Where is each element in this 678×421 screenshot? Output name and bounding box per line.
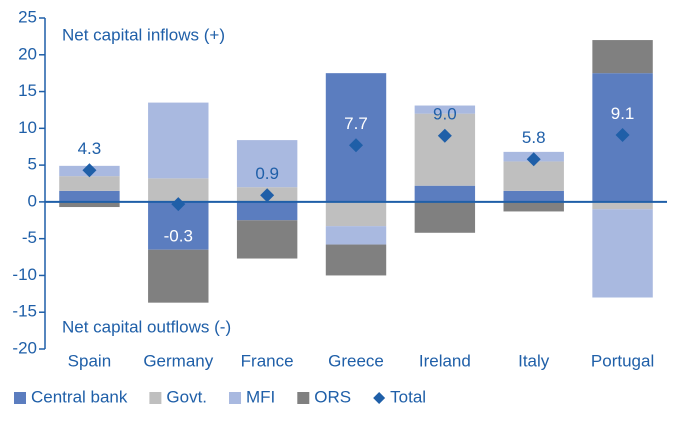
- total-marker: [82, 163, 97, 178]
- total-marker: [615, 127, 630, 142]
- legend-swatch: [14, 392, 26, 404]
- annotation: Net capital outflows (-): [62, 317, 231, 336]
- x-tick-label: Italy: [518, 351, 550, 370]
- y-tick-label: 15: [18, 81, 37, 100]
- bar-segment: [59, 190, 120, 202]
- legend-label: Central bank: [31, 387, 128, 406]
- bar-segment: [414, 201, 476, 233]
- x-tick-label: Ireland: [419, 351, 471, 370]
- bar-segment: [325, 226, 387, 245]
- value-label: -0.3: [164, 227, 193, 246]
- value-label: 7.7: [344, 114, 368, 133]
- legend-swatch: [297, 392, 310, 404]
- total-marker: [349, 138, 363, 153]
- bar-segment: [414, 105, 476, 114]
- bar-segment: [414, 185, 476, 202]
- bar-segment: [236, 140, 298, 188]
- value-label: 9.0: [433, 105, 457, 124]
- legend-swatch: [229, 392, 242, 404]
- y-tick-label: 20: [18, 44, 37, 63]
- y-tick-label: 5: [28, 155, 37, 174]
- x-tick-label: Germany: [143, 351, 213, 370]
- y-tick-label: 25: [18, 7, 37, 26]
- y-tick-label: -10: [12, 265, 37, 284]
- value-label: 4.3: [78, 139, 102, 158]
- legend-label: ORS: [314, 387, 351, 406]
- bar-segment: [236, 201, 298, 221]
- bar-segment: [148, 249, 209, 303]
- value-label: 0.9: [255, 164, 279, 183]
- bar-segment: [325, 201, 387, 227]
- value-label: 9.1: [611, 104, 635, 123]
- legend-label: Govt.: [166, 387, 207, 406]
- legend-label: MFI: [246, 387, 275, 406]
- x-tick-label: Portugal: [591, 351, 654, 370]
- bar-segment: [59, 176, 120, 191]
- bar-segment: [148, 178, 209, 202]
- value-label: 5.8: [522, 128, 546, 147]
- bar-segment: [503, 201, 564, 212]
- total-marker: [171, 197, 186, 212]
- y-tick-label: 10: [18, 118, 37, 137]
- bar-segment: [503, 161, 564, 191]
- legend-marker: [373, 392, 386, 404]
- bar-segment: [236, 220, 298, 259]
- y-tick-label: -15: [12, 302, 37, 321]
- bar-segment: [414, 113, 476, 186]
- x-tick-label: Spain: [68, 351, 111, 370]
- legend-swatch: [149, 392, 162, 404]
- annotation: Net capital inflows (+): [62, 25, 225, 44]
- bar-segment: [325, 244, 387, 276]
- x-tick-label: Greece: [328, 351, 384, 370]
- legend-label: Total: [390, 387, 426, 406]
- bar-segment: [592, 209, 653, 298]
- total-marker: [437, 128, 452, 143]
- x-tick-label: France: [241, 351, 294, 370]
- bar-segment: [503, 190, 564, 202]
- y-tick-label: -5: [22, 228, 37, 247]
- bar-segment: [325, 73, 387, 202]
- bar-segment: [59, 201, 120, 208]
- y-tick-label: 0: [28, 191, 37, 210]
- bar-segment: [592, 201, 653, 210]
- y-tick-label: -20: [12, 338, 37, 357]
- bar-segment: [592, 40, 653, 74]
- total-marker: [260, 188, 275, 203]
- bar-segment: [148, 102, 209, 179]
- total-marker: [526, 152, 541, 167]
